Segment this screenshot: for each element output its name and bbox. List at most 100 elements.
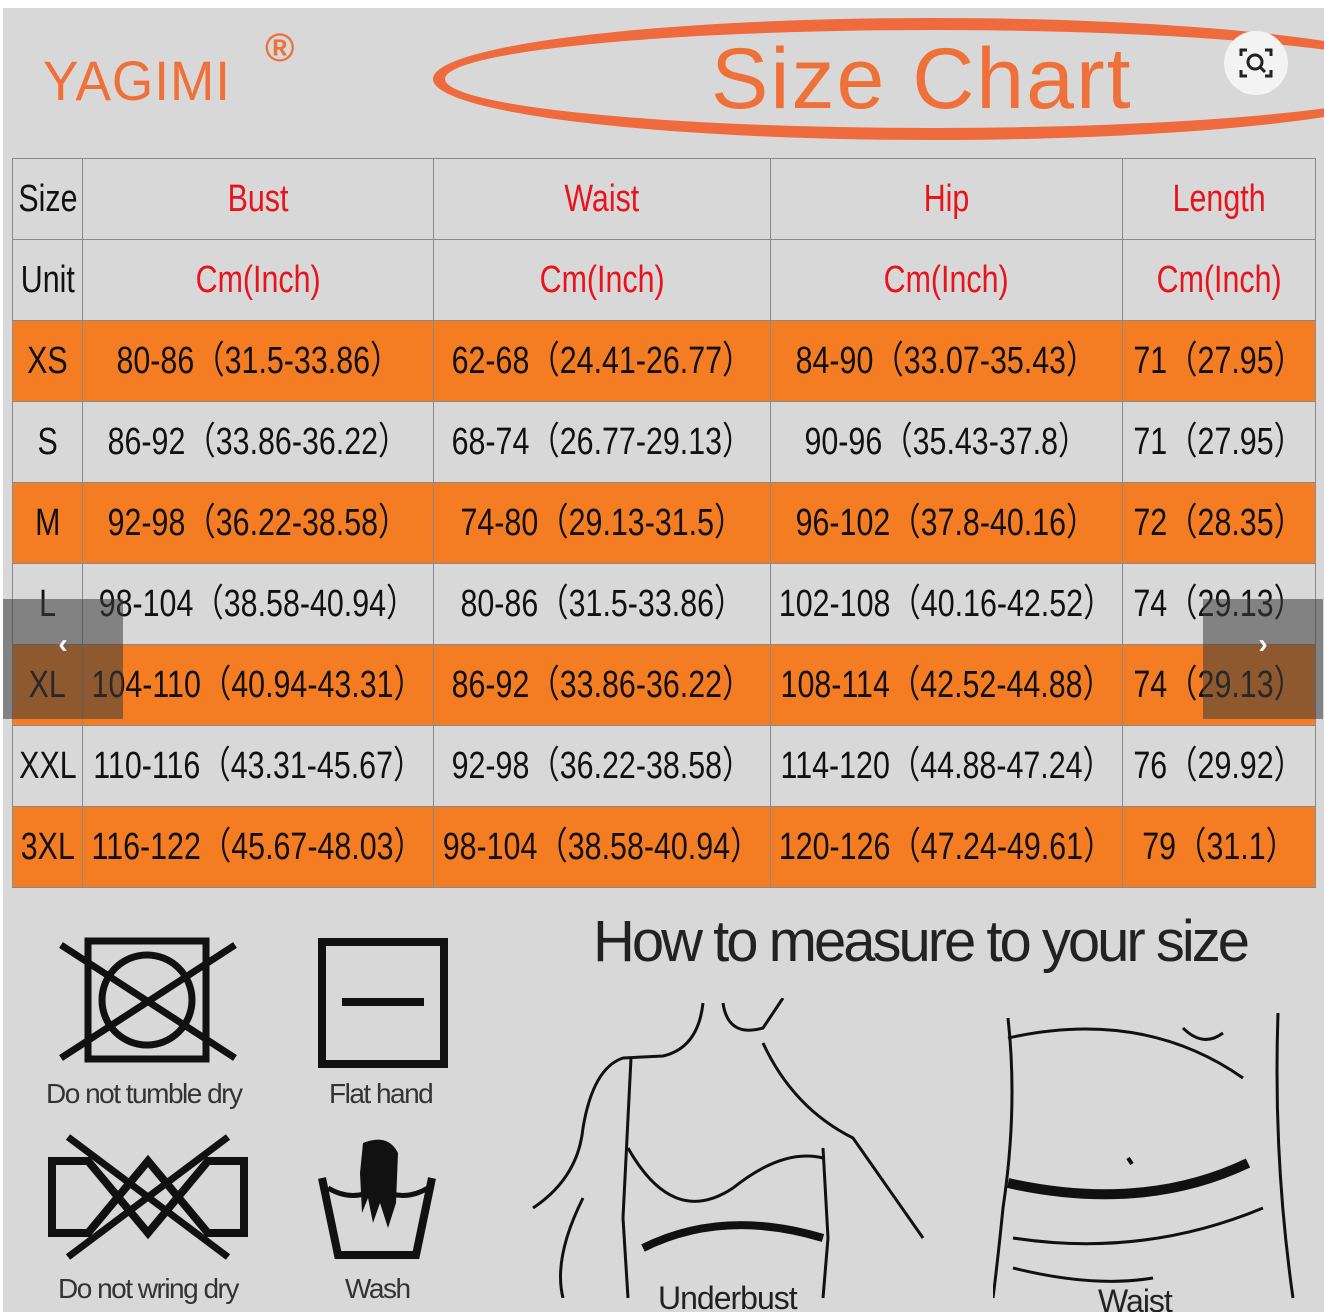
product-image: YAGIMI ® Size Chart Size Bust Waist Hip Leng… xyxy=(3,8,1324,1312)
cell-text: 62-68（24.41-26.77） xyxy=(451,340,753,382)
cell-text: XXL xyxy=(18,745,77,787)
cell-text: 114-120（44.88-47.24） xyxy=(780,745,1113,787)
measure-cell: Waist xyxy=(433,158,771,240)
visual-search-icon xyxy=(1239,48,1273,78)
size-cell: Size xyxy=(12,158,83,240)
measure-cell: 86-92（33.86-36.22） xyxy=(433,644,771,726)
size-cell: M xyxy=(12,482,83,564)
visual-search-button[interactable] xyxy=(1224,31,1288,95)
measure-cell: 110-116（43.31-45.67） xyxy=(82,725,434,807)
measure-cell: Cm(Inch) xyxy=(770,239,1123,321)
table-row: XXL 110-116（43.31-45.67） 92-98（36.22-38.58… xyxy=(12,725,1316,807)
do-not-wring-icon xyxy=(48,1134,248,1260)
cell-text: Bust xyxy=(227,178,289,220)
figure-label-underbust: Underbust xyxy=(658,1280,798,1312)
cell-text: 84-90（33.07-35.43） xyxy=(796,340,1097,382)
measure-cell: 116-122（45.67-48.03） xyxy=(82,806,434,888)
measure-cell: 98-104（38.58-40.94） xyxy=(82,563,434,645)
measure-cell: 98-104（38.58-40.94） xyxy=(433,806,771,888)
measure-cell: 120-126（47.24-49.61） xyxy=(770,806,1123,888)
measure-cell: 92-98（36.22-38.58） xyxy=(433,725,771,807)
table-row: S 86-92（33.86-36.22） 68-74（26.77-29.13） 90-… xyxy=(12,401,1316,483)
measure-cell: 96-102（37.8-40.16） xyxy=(770,482,1123,564)
cell-text: Cm(Inch) xyxy=(883,259,1009,301)
measure-cell: 80-86（31.5-33.86） xyxy=(82,320,434,402)
registered-mark: ® xyxy=(265,26,295,70)
care-label: Do not tumble dry xyxy=(46,1078,243,1109)
table-row: Unit Cm(Inch) Cm(Inch) Cm(Inch) Cm(Inch) xyxy=(12,239,1316,321)
cell-text: 92-98（36.22-38.58） xyxy=(107,502,409,544)
measure-cell: 108-114（42.52-44.88） xyxy=(770,644,1123,726)
cell-text: 96-102（37.8-40.16） xyxy=(796,502,1097,544)
cell-text: 108-114（42.52-44.88） xyxy=(780,664,1113,706)
table-row: XL104-110（40.94-43.31）86-92（33.86-36.22）… xyxy=(12,644,1316,726)
measure-cell: 74-80（29.13-31.5） xyxy=(433,482,771,564)
cell-text: Length xyxy=(1172,178,1266,220)
brand-logo: YAGIMI xyxy=(43,49,231,112)
table-row: L98-104（38.58-40.94）80-86（31.5-33.86）102… xyxy=(12,563,1316,645)
measure-cell: 71（27.95） xyxy=(1122,320,1316,402)
measure-cell: Length xyxy=(1122,158,1316,240)
cell-text: 76（29.92） xyxy=(1133,745,1305,787)
measure-cell: 62-68（24.41-26.77） xyxy=(433,320,771,402)
cell-text: 79（31.1） xyxy=(1142,826,1296,868)
cell-text: Cm(Inch) xyxy=(1156,259,1282,301)
size-cell: 3XL xyxy=(12,806,83,888)
measure-cell: 68-74（26.77-29.13） xyxy=(433,401,771,483)
measure-cell: Cm(Inch) xyxy=(433,239,771,321)
how-to-measure-title: How to measure to your size xyxy=(593,909,1250,974)
cell-text: 80-86（31.5-33.86） xyxy=(116,340,400,382)
cell-text: 74-80（29.13-31.5） xyxy=(460,502,744,544)
waist-illustration xyxy=(993,1012,1295,1299)
cell-text: 92-98（36.22-38.58） xyxy=(451,745,753,787)
previous-image-button[interactable]: ‹ xyxy=(3,599,123,719)
underbust-illustration xyxy=(532,998,925,1298)
cell-text: XS xyxy=(27,340,68,382)
cell-text: 86-92（33.86-36.22） xyxy=(107,421,409,463)
care-label: Flat hand xyxy=(329,1078,434,1109)
chevron-right-icon: › xyxy=(1258,628,1268,659)
measure-cell: 90-96（35.43-37.8） xyxy=(770,401,1123,483)
cell-text: 68-74（26.77-29.13） xyxy=(451,421,753,463)
cell-text: 72（28.35） xyxy=(1133,502,1305,544)
cell-text: 71（27.95） xyxy=(1133,340,1305,382)
chart-title: Size Chart xyxy=(711,31,1133,127)
measure-cell: 80-86（31.5-33.86） xyxy=(433,563,771,645)
care-label: Wash xyxy=(345,1273,411,1304)
cell-text: 90-96（35.43-37.8） xyxy=(804,421,1089,463)
cell-text: S xyxy=(37,421,58,463)
cell-text: Size xyxy=(17,178,78,220)
cell-text: 71（27.95） xyxy=(1133,421,1305,463)
care-label: Do not wring dry xyxy=(58,1273,239,1304)
measure-cell: 114-120（44.88-47.24） xyxy=(770,725,1123,807)
measure-cell: 102-108（40.16-42.52） xyxy=(770,563,1123,645)
cell-text: Waist xyxy=(564,178,640,220)
chevron-left-icon: ‹ xyxy=(58,628,68,659)
measure-cell: 72（28.35） xyxy=(1122,482,1316,564)
size-cell: Unit xyxy=(12,239,83,321)
cell-text: Unit xyxy=(20,259,75,301)
measure-cell: 79（31.1） xyxy=(1122,806,1316,888)
size-cell: S xyxy=(12,401,83,483)
cell-text: 102-108（40.16-42.52） xyxy=(779,583,1114,625)
cell-text: 98-104（38.58-40.94） xyxy=(443,826,761,868)
cell-text: 80-86（31.5-33.86） xyxy=(460,583,744,625)
do-not-tumble-dry-icon xyxy=(59,937,237,1063)
flat-dry-icon xyxy=(318,938,448,1068)
measure-cell: 92-98（36.22-38.58） xyxy=(82,482,434,564)
measure-cell: 104-110（40.94-43.31） xyxy=(82,644,434,726)
measure-cell: Cm(Inch) xyxy=(1122,239,1316,321)
size-cell: XS xyxy=(12,320,83,402)
next-image-button[interactable]: › xyxy=(1203,599,1323,719)
cell-text: 3XL xyxy=(20,826,75,868)
size-table: Size Bust Waist Hip Length Unit Cm(Inch) Cm(Inc… xyxy=(12,158,1316,888)
hand-wash-icon xyxy=(318,1139,436,1259)
measure-cell: 76（29.92） xyxy=(1122,725,1316,807)
size-cell: XXL xyxy=(12,725,83,807)
table-row: 3XL 116-122（45.67-48.03） 98-104（38.58-40.9… xyxy=(12,806,1316,888)
cell-text: 104-110（40.94-43.31） xyxy=(91,664,425,706)
cell-text: 98-104（38.58-40.94） xyxy=(99,583,417,625)
cell-text: 120-126（47.24-49.61） xyxy=(779,826,1114,868)
cell-text: Cm(Inch) xyxy=(195,259,321,301)
measure-cell: 84-90（33.07-35.43） xyxy=(770,320,1123,402)
